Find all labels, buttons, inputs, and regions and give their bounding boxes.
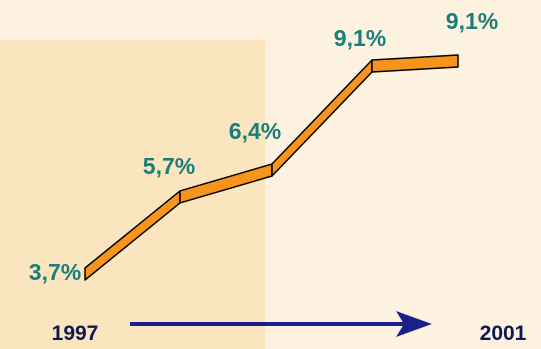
- data-label-1997: 3,7%: [29, 259, 81, 285]
- data-label-2000: 9,1%: [334, 25, 386, 51]
- time-arrow: [130, 311, 432, 337]
- data-label-1998: 5,7%: [143, 153, 195, 179]
- data-label-1999: 6,4%: [229, 118, 281, 144]
- data-labels: 3,7% 5,7% 6,4% 9,1% 9,1%: [29, 8, 498, 285]
- highlight-band: [0, 40, 265, 349]
- time-arrow-head: [396, 311, 432, 337]
- start-year-label: 1997: [52, 322, 99, 345]
- series-line: [84, 54, 459, 281]
- data-label-2001: 9,1%: [446, 8, 498, 34]
- end-year-label: 2001: [480, 322, 527, 345]
- line-segment-4: [371, 54, 459, 73]
